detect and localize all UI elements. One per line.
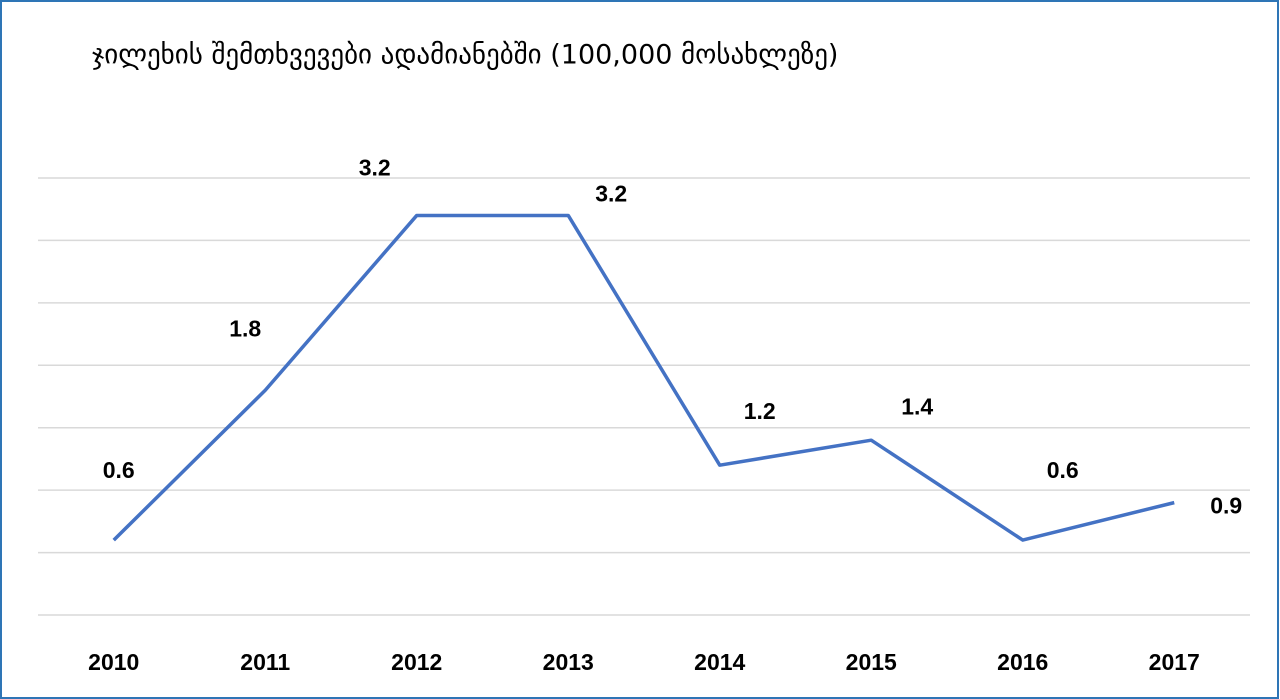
x-tick-label: 2013 <box>543 649 594 675</box>
x-tick-label: 2014 <box>694 649 745 675</box>
data-label: 1.2 <box>744 398 776 424</box>
data-label: 3.2 <box>359 155 391 181</box>
data-label: 0.6 <box>103 457 135 483</box>
data-label: 0.9 <box>1210 493 1242 519</box>
x-tick-label: 2012 <box>391 649 442 675</box>
data-label: 1.8 <box>229 315 261 341</box>
data-label: 1.4 <box>901 393 933 419</box>
x-tick-label: 2015 <box>846 649 897 675</box>
x-tick-label: 2016 <box>997 649 1048 675</box>
data-line <box>112 213 1175 542</box>
x-tick-label: 2010 <box>88 649 139 675</box>
data-label: 0.6 <box>1047 457 1079 483</box>
x-tick-label: 2017 <box>1149 649 1200 675</box>
chart-title: ჯილეხის შემთხვევები ადამიანებში (100,000… <box>92 40 838 71</box>
x-tick-label: 2011 <box>240 649 290 675</box>
data-label: 3.2 <box>595 181 627 207</box>
